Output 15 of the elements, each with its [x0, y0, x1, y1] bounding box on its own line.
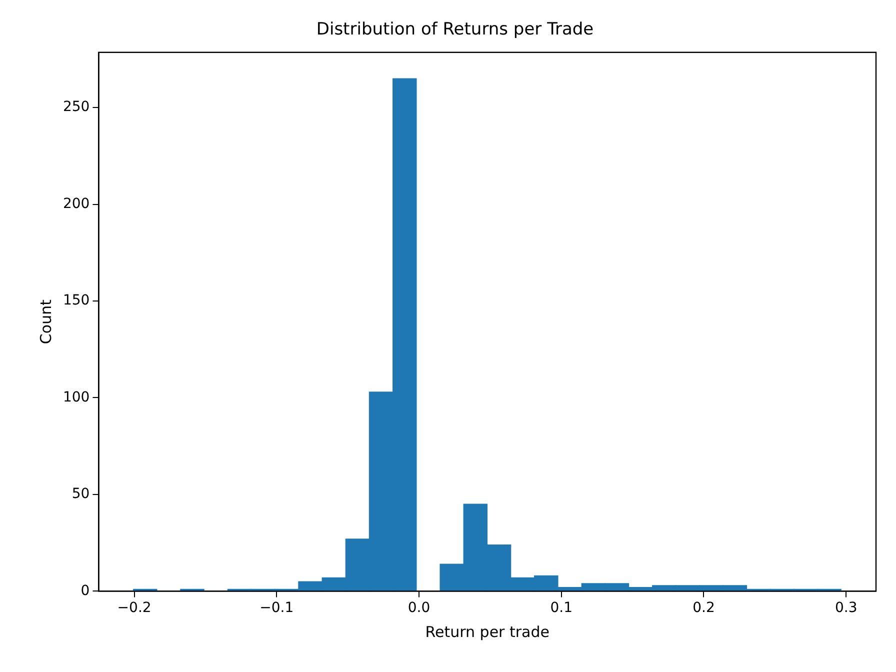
y-tick-label: 0 [80, 582, 90, 599]
x-tick-label: 0.0 [408, 600, 430, 616]
x-tick-label: 0.1 [550, 600, 573, 616]
y-tick-label: 50 [72, 486, 90, 502]
x-axis-title: Return per trade [425, 622, 550, 641]
y-tick-label: 100 [62, 389, 90, 406]
y-axis-title: Count [36, 299, 55, 344]
x-tick-label: 0.2 [692, 600, 715, 616]
chart-title: Distribution of Returns per Trade [316, 20, 594, 40]
y-tick-label: 200 [62, 196, 90, 212]
x-tick-label: 0.3 [834, 600, 858, 616]
y-tick-label: 150 [62, 292, 90, 309]
y-tick-label: 250 [62, 99, 90, 116]
x-tick-label: −0.1 [260, 600, 294, 616]
x-tick-label: −0.2 [117, 600, 152, 616]
